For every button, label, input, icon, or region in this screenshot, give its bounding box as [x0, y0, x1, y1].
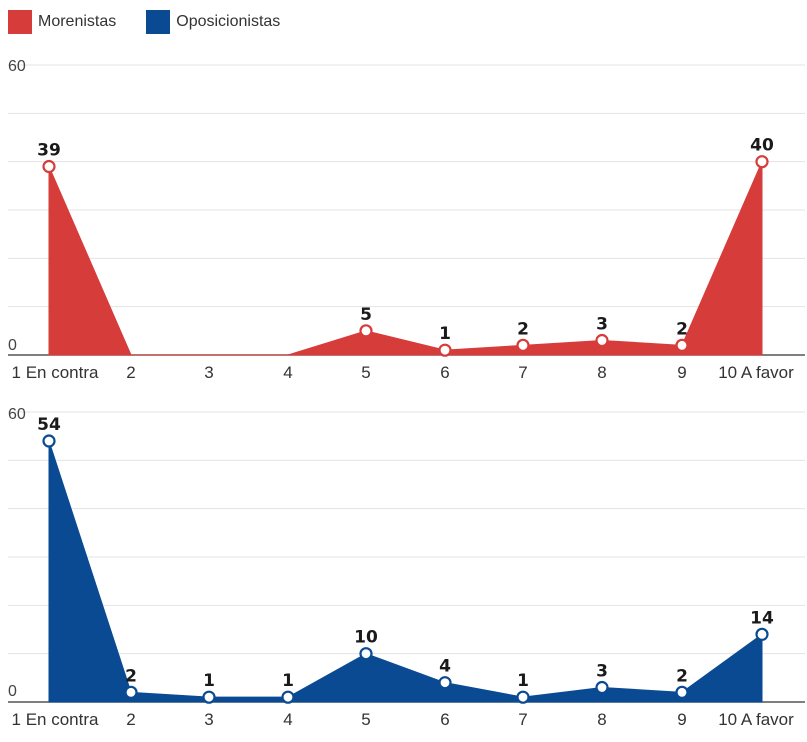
data-point	[595, 333, 609, 348]
data-label: 3	[596, 315, 608, 335]
x-tick-label: 3	[204, 710, 213, 729]
x-tick-label: 9	[677, 363, 686, 382]
data-label: 54	[37, 415, 61, 435]
x-tick-label: 2	[126, 363, 135, 382]
x-tick-label: 1 En contra	[12, 710, 99, 729]
data-point	[202, 690, 216, 704]
data-point	[281, 690, 295, 704]
legend-label-oposicionistas: Oposicionistas	[176, 13, 281, 30]
data-label: 3	[596, 662, 608, 682]
x-tick-label: 5	[361, 710, 370, 729]
x-tick-label: 8	[597, 363, 606, 382]
data-label: 2	[517, 319, 529, 339]
data-point	[359, 324, 373, 338]
data-label: 10	[354, 628, 378, 648]
data-label: 1	[282, 671, 294, 691]
x-tick-label: 10 A favor	[718, 363, 794, 382]
legend-item-oposicionistas: Oposicionistas	[146, 10, 280, 34]
data-point	[359, 647, 373, 661]
data-label: 39	[37, 141, 61, 161]
data-point	[675, 338, 689, 352]
data-point	[516, 690, 530, 704]
x-tick-label: 5	[361, 363, 370, 382]
y-tick-label-top: 60	[8, 406, 26, 423]
x-tick-label: 1 En contra	[12, 363, 99, 382]
y-tick-label-top: 60	[8, 58, 26, 75]
series-area-oposicionistas	[48, 440, 763, 703]
x-tick-label: 8	[597, 710, 606, 729]
data-label: 4	[439, 657, 451, 677]
data-label: 5	[360, 305, 372, 325]
data-label: 2	[676, 319, 688, 339]
x-tick-label: 10 A favor	[718, 710, 794, 729]
data-label: 1	[203, 671, 215, 691]
x-tick-label: 3	[204, 363, 213, 382]
x-tick-label: 6	[440, 710, 449, 729]
data-point	[124, 685, 138, 699]
data-label: 14	[750, 608, 774, 628]
x-tick-label: 4	[283, 363, 292, 382]
data-point	[438, 343, 452, 357]
legend-swatch-oposicionistas	[146, 10, 171, 34]
data-label: 2	[676, 666, 688, 686]
data-point	[438, 676, 452, 690]
x-tick-label: 4	[283, 710, 292, 729]
legend-label-morenistas: Morenistas	[38, 13, 117, 30]
data-label: 40	[750, 136, 774, 156]
data-point	[755, 155, 769, 169]
x-tick-label: 7	[518, 710, 527, 729]
data-point	[595, 680, 609, 695]
data-point	[675, 685, 689, 699]
legend: Morenistas Oposicionistas	[8, 8, 280, 36]
y-tick-label-bottom: 0	[8, 683, 17, 700]
x-tick-label: 6	[440, 363, 449, 382]
data-point	[42, 434, 56, 448]
data-point	[516, 338, 530, 352]
data-label: 2	[125, 666, 137, 686]
x-tick-label: 9	[677, 710, 686, 729]
legend-swatch-morenistas	[8, 10, 32, 34]
data-label: 1	[517, 671, 529, 691]
legend-item-morenistas: Morenistas	[8, 10, 116, 34]
x-tick-label: 7	[518, 363, 527, 382]
data-point	[42, 159, 56, 174]
data-point	[755, 627, 769, 641]
data-label: 1	[439, 324, 451, 344]
y-tick-label-bottom: 0	[8, 337, 17, 354]
x-tick-label: 2	[126, 710, 135, 729]
